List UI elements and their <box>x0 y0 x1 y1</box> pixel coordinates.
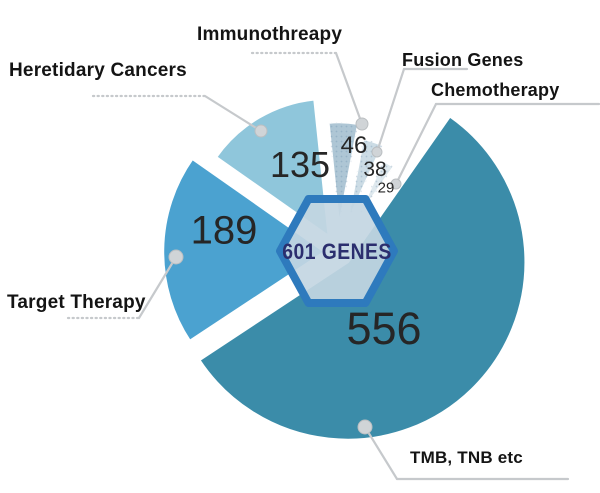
pie-slice-heretidary-cancers <box>214 97 331 238</box>
value-target-therapy: 189 <box>190 208 258 253</box>
leader-dot-heretidary-cancers <box>254 124 268 138</box>
leader-line-heretidary-cancers <box>203 94 263 133</box>
leader-dot-target-therapy <box>168 249 184 265</box>
leader-dot-chemotherapy <box>390 178 402 190</box>
total-genes-label: 601 GENES <box>282 239 392 264</box>
pie-slice-target-therapy <box>161 157 327 343</box>
value-immunotherapy: 46 <box>340 132 368 159</box>
label-tmb-tnb: TMB, TNB etc <box>410 448 523 467</box>
value-hereditary-cancers: 135 <box>269 144 331 185</box>
label-fusion-genes: Fusion Genes <box>402 50 524 70</box>
label-chemotherapy: Chemotherapy <box>431 80 560 100</box>
pie-slice-texture-immunothreapy <box>328 122 359 226</box>
value-chemotherapy: 29 <box>377 179 395 197</box>
leader-line-fusion-genes <box>375 67 406 154</box>
leader-line-immunothreapy <box>334 51 364 126</box>
value-fusion-genes: 38 <box>363 158 387 181</box>
leader-line-tmb-tnb-etc <box>363 425 399 481</box>
total-genes-hexagon <box>276 195 398 307</box>
leader-dot-fusion-genes <box>371 146 383 158</box>
leader-line-target-therapy <box>137 255 178 320</box>
leader-line-chemotherapy <box>394 102 438 186</box>
leader-dot-immunothreapy <box>355 117 369 131</box>
label-immunotherapy: Immunothreapy <box>197 24 343 45</box>
label-hereditary-cancers: Heretidary Cancers <box>9 60 187 81</box>
leader-dot-tmb-tnb-etc <box>357 419 373 435</box>
label-target-therapy: Target Therapy <box>7 292 146 313</box>
value-tmb-tnb: 556 <box>346 303 422 354</box>
